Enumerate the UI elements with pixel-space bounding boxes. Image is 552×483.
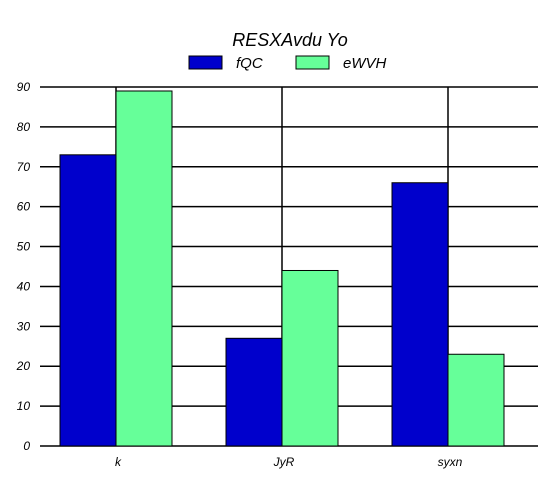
bar-ewvh-k (115, 90, 173, 447)
x-tick-label: JyR (273, 455, 295, 469)
x-axis: k JyR syxn (115, 455, 463, 469)
y-tick-label: 40 (17, 279, 31, 293)
y-tick-label: 60 (17, 200, 31, 214)
y-tick-label: 80 (17, 120, 31, 134)
y-tick-label: 0 (23, 439, 30, 453)
y-tick-label: 20 (16, 359, 31, 373)
y-tick-label: 90 (17, 80, 31, 94)
legend-label-fqc: fQC (236, 55, 263, 72)
y-tick-label: 10 (17, 399, 31, 413)
y-tick-label: 50 (17, 240, 31, 254)
x-tick-label: k (115, 455, 122, 469)
bar-ewvh-syxn (447, 353, 505, 447)
legend-swatch-fqc (188, 55, 223, 70)
bar-fqc-k (59, 154, 117, 447)
legend-swatch-ewvh (295, 55, 330, 70)
y-axis: 0 10 20 30 40 50 60 70 80 90 (16, 80, 31, 453)
bar-fqc-syxn (391, 182, 449, 447)
bars (59, 90, 505, 447)
legend: fQC eWVH (188, 55, 387, 72)
y-tick-label: 30 (17, 319, 31, 333)
chart-title: RESXAvdu Yo (232, 30, 347, 50)
bar-fqc-jyr (225, 337, 283, 447)
x-tick-label: syxn (438, 455, 463, 469)
y-tick-label: 70 (17, 160, 31, 174)
bar-ewvh-jyr (281, 269, 339, 447)
legend-label-ewvh: eWVH (343, 55, 387, 72)
